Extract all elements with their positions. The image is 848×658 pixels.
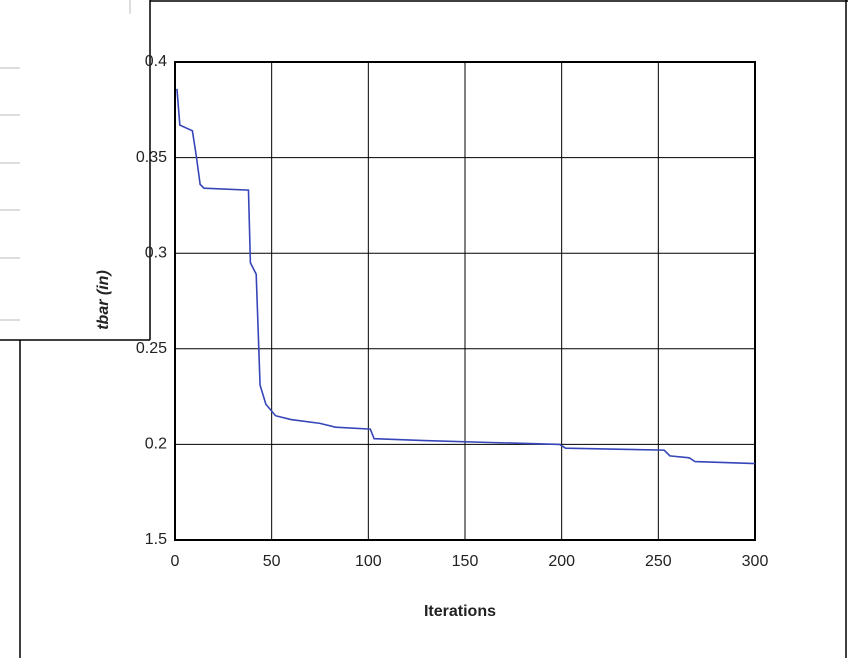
y-tick-label: 0.25 (136, 340, 167, 357)
x-tick-label: 300 (742, 553, 769, 570)
plot-border (174, 61, 756, 541)
x-tick-label: 250 (645, 553, 672, 570)
x-axis-label: Iterations (424, 603, 496, 620)
y-tick-label: 0.35 (136, 149, 167, 166)
x-tick-label: 50 (263, 553, 281, 570)
x-tick-label: 100 (355, 553, 382, 570)
y-tick-label: 0.2 (145, 436, 167, 453)
sheet-lines (0, 0, 131, 321)
data-line (176, 88, 756, 465)
x-tick-label: 200 (548, 553, 575, 570)
y-tick-label: 1.5 (145, 531, 167, 548)
y-tick-label: 0.4 (145, 53, 167, 70)
x-tick-label: 150 (452, 553, 479, 570)
x-tick-label: 0 (171, 553, 180, 570)
y-axis-label: tbar (in) (95, 270, 112, 330)
y-tick-label: 0.3 (145, 244, 167, 261)
